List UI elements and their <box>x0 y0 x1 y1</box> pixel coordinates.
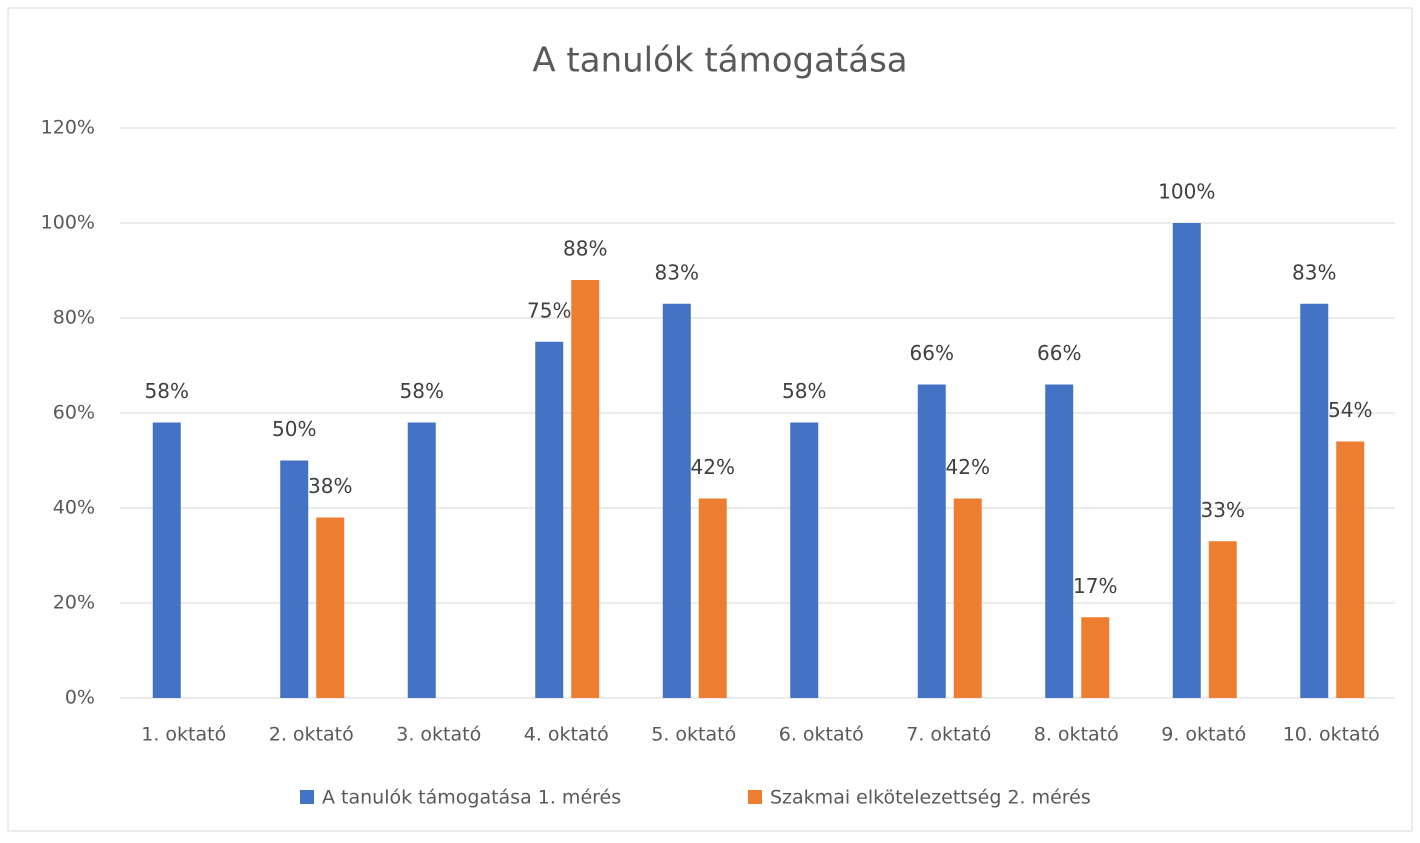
legend-swatch <box>748 790 762 804</box>
data-label: 50% <box>272 417 316 441</box>
x-tick-label: 2. oktató <box>269 724 354 746</box>
bar <box>698 498 727 698</box>
bar <box>662 303 691 698</box>
bar <box>790 422 819 698</box>
y-tick-label: 0% <box>65 687 95 709</box>
data-label: 42% <box>946 455 990 479</box>
data-label: 83% <box>655 260 699 284</box>
x-tick-label: 3. oktató <box>396 724 481 746</box>
y-tick-label: 60% <box>53 402 95 424</box>
data-label: 58% <box>145 379 189 403</box>
bar <box>1045 384 1074 698</box>
bar <box>1300 303 1329 698</box>
x-tick-label: 6. oktató <box>779 724 864 746</box>
data-label: 58% <box>400 379 444 403</box>
x-tick-label: 4. oktató <box>524 724 609 746</box>
legend-label: Szakmai elkötelezettség 2. mérés <box>770 787 1091 809</box>
bar <box>917 384 946 698</box>
x-tick-label: 9. oktató <box>1161 724 1246 746</box>
data-label: 88% <box>563 237 607 261</box>
data-label: 54% <box>1328 398 1372 422</box>
data-label: 38% <box>308 474 352 498</box>
bar <box>1172 223 1201 698</box>
data-label: 83% <box>1292 260 1336 284</box>
data-label: 42% <box>691 455 735 479</box>
x-tick-label: 5. oktató <box>651 724 736 746</box>
x-tick-label: 1. oktató <box>141 724 226 746</box>
bar <box>407 422 436 698</box>
x-tick-label: 10. oktató <box>1283 724 1380 746</box>
x-tick-label: 8. oktató <box>1034 724 1119 746</box>
y-tick-label: 20% <box>53 592 95 614</box>
bar <box>316 517 345 698</box>
bar <box>953 498 982 698</box>
bar <box>1336 441 1365 698</box>
y-tick-label: 100% <box>41 212 95 234</box>
data-label: 58% <box>782 379 826 403</box>
y-tick-label: 120% <box>41 117 95 139</box>
chart-border <box>7 7 1413 832</box>
y-tick-label: 40% <box>53 497 95 519</box>
bar <box>280 460 309 698</box>
bar <box>1208 541 1237 698</box>
bar <box>571 280 600 698</box>
data-label: 66% <box>910 341 954 365</box>
y-tick-label: 80% <box>53 307 95 329</box>
data-label: 100% <box>1158 180 1215 204</box>
bar <box>152 422 181 698</box>
data-label: 17% <box>1073 574 1117 598</box>
x-tick-label: 7. oktató <box>906 724 991 746</box>
legend-label: A tanulók támogatása 1. mérés <box>322 787 621 809</box>
data-label: 33% <box>1201 498 1245 522</box>
legend-swatch <box>300 790 314 804</box>
data-label: 75% <box>527 298 571 322</box>
chart-title: A tanulók támogatása <box>532 41 907 81</box>
data-label: 66% <box>1037 341 1081 365</box>
bar <box>535 341 564 698</box>
bar <box>1081 617 1110 698</box>
